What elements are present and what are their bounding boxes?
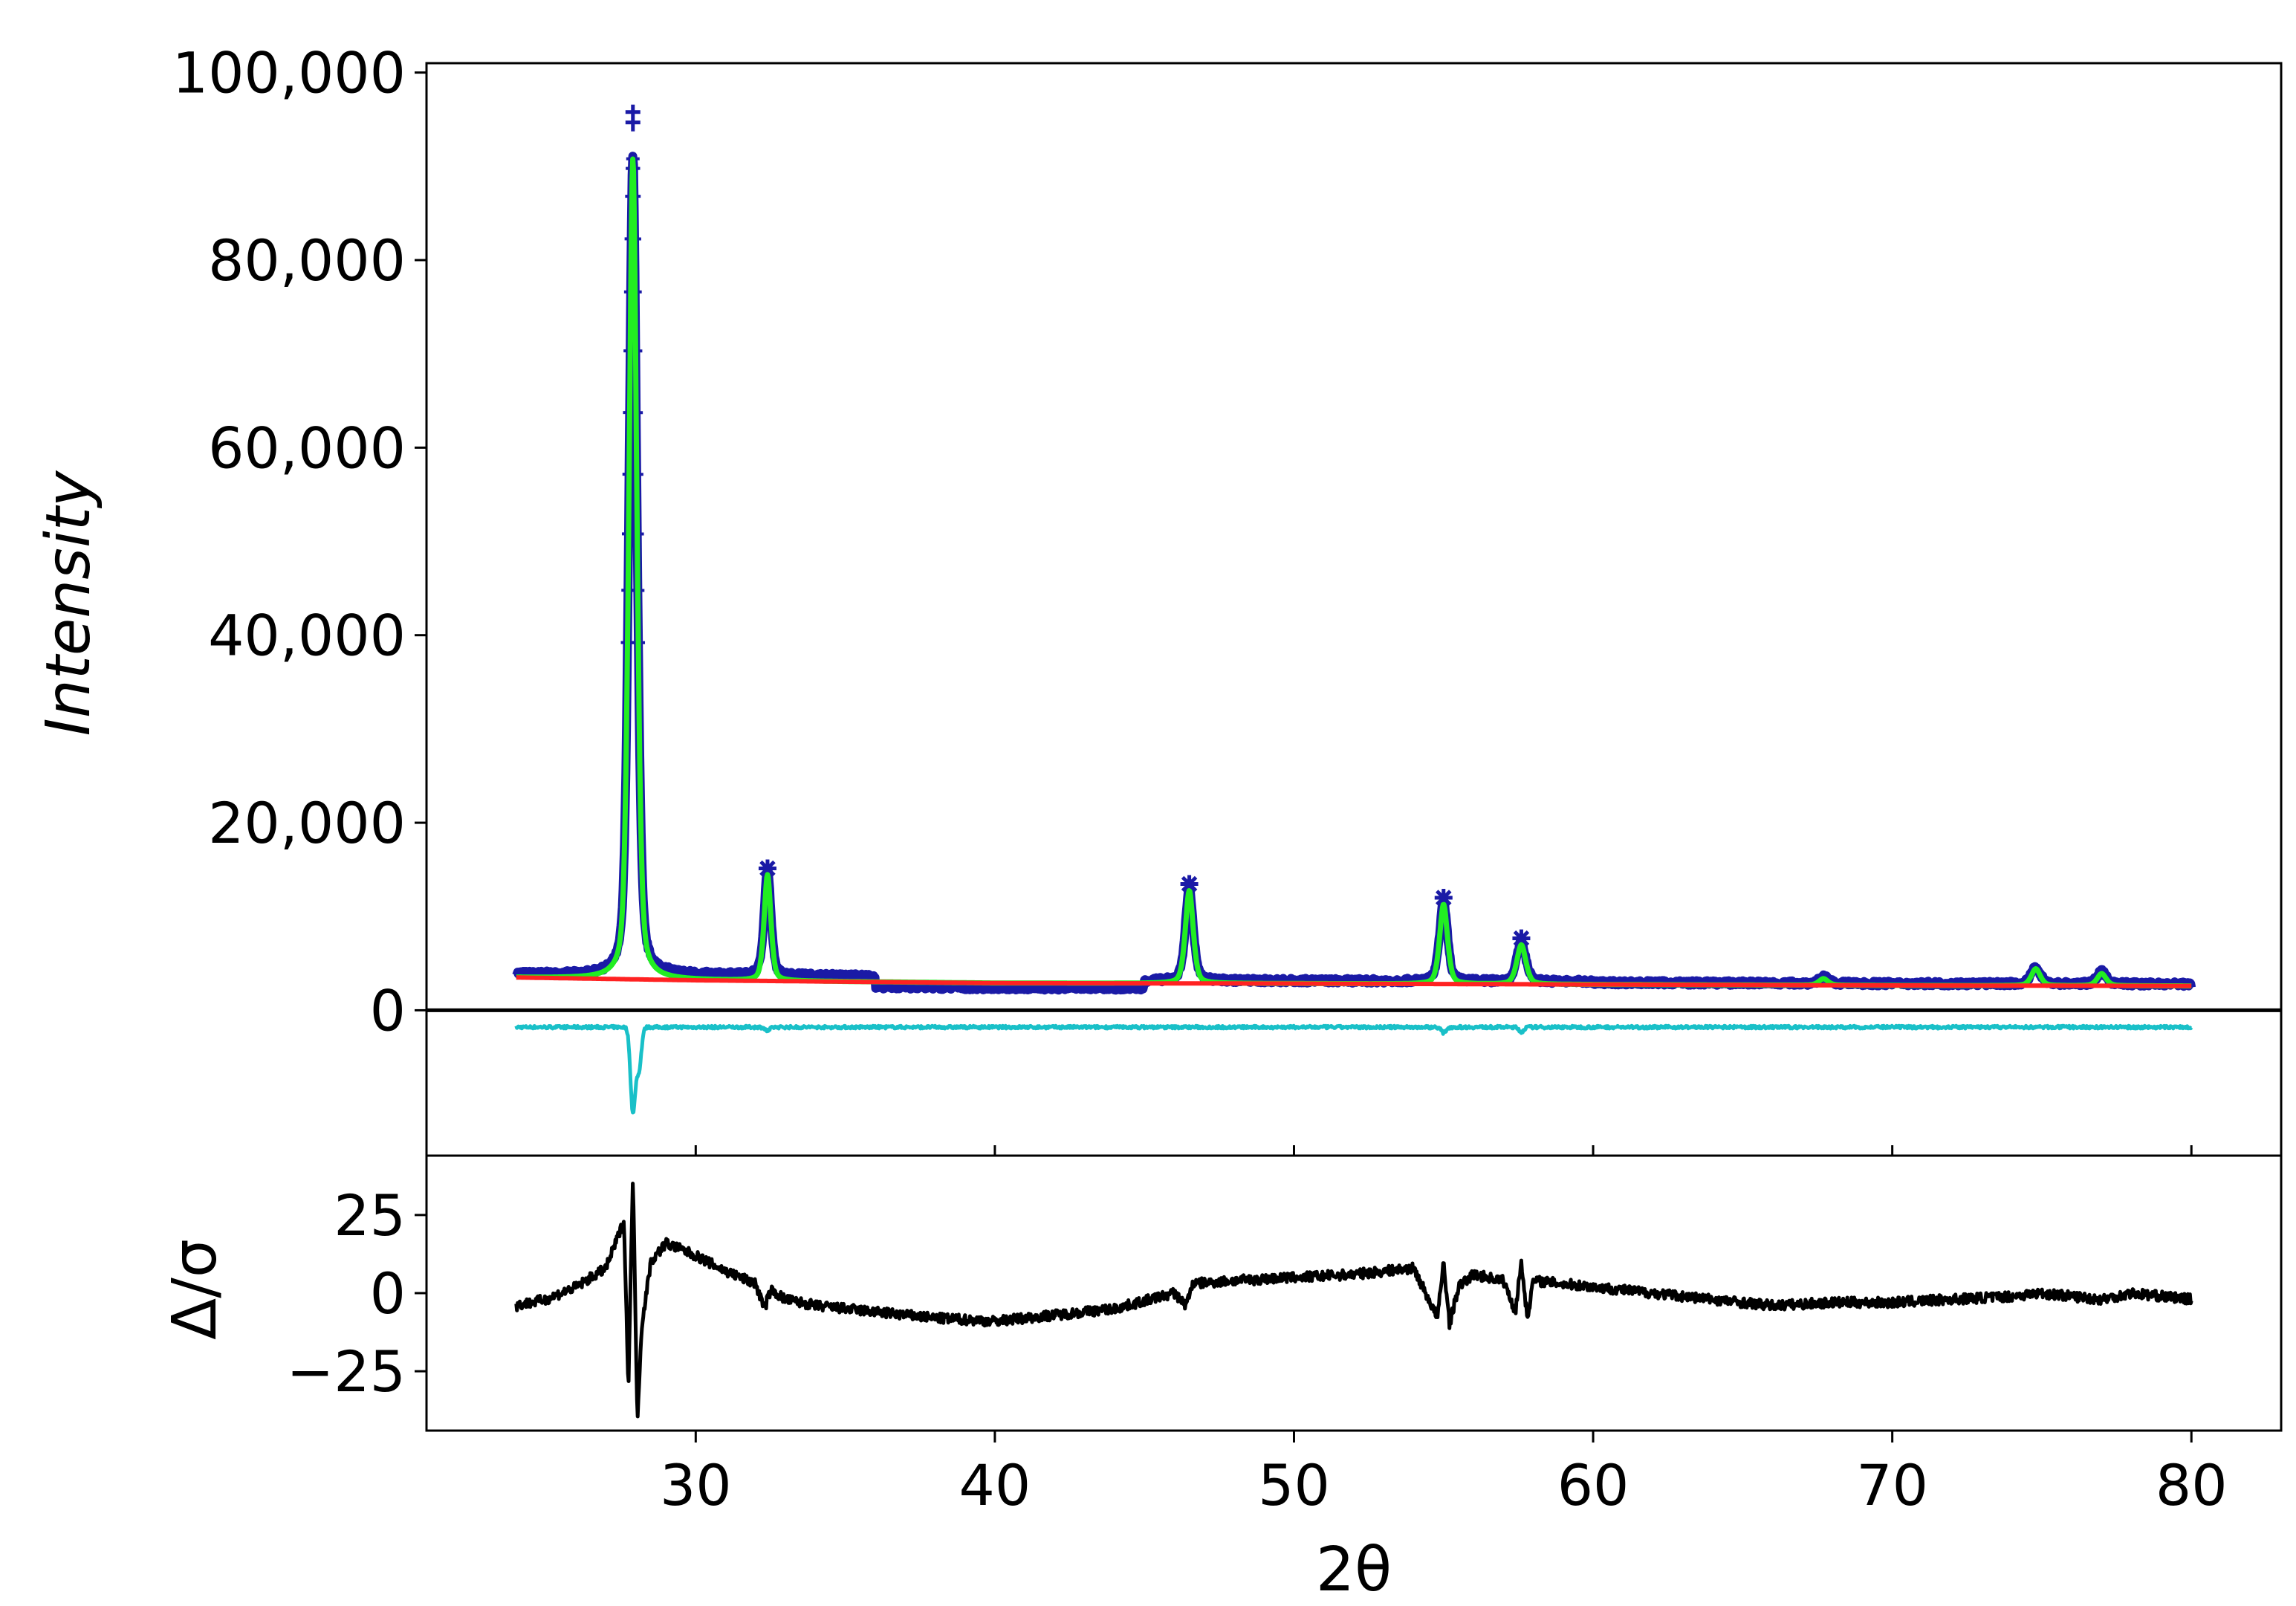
residual-series-group	[514, 1182, 2193, 1419]
top-axes-frame	[425, 62, 2283, 1157]
residual-panel: 25 0 −25 30 40 50 60 70 80	[287, 1154, 2283, 1518]
fit-series-group	[427, 104, 2281, 1115]
y-tick-label-top: 0	[370, 977, 406, 1043]
y-tick-label-top: 80,000	[208, 227, 406, 294]
y-tick-label-top: 60,000	[208, 415, 406, 481]
observed-point-peak	[758, 859, 776, 878]
y-tick-label-bottom: 0	[370, 1260, 406, 1327]
x-tick-label: 50	[1258, 1452, 1330, 1518]
y-tick-label-bottom: −25	[287, 1338, 406, 1405]
x-tick-label: 80	[2156, 1452, 2228, 1518]
bottom-axes-frame	[425, 1154, 2283, 1432]
y-tick-label-top: 20,000	[208, 790, 406, 856]
y-tick-label-top: 40,000	[208, 603, 406, 669]
residual-series	[514, 1182, 2193, 1419]
observed-series	[512, 104, 2196, 995]
x-tick-label: 70	[1856, 1452, 1928, 1518]
x-tick-label: 30	[660, 1452, 732, 1518]
difference-series	[514, 1023, 2193, 1115]
observed-point-peak	[1180, 875, 1199, 893]
y-axis-label-intensity: Intensity	[33, 470, 104, 736]
y-tick-label-bottom: 25	[334, 1182, 406, 1249]
top-axes-group: 0 20,000 40,000 60,000 80,000 100,000	[172, 40, 2283, 1157]
x-axis-label-two-theta: 2θ	[1316, 1535, 1392, 1605]
observed-point-max	[625, 104, 641, 132]
background-series	[516, 975, 2192, 988]
observed-point-peak	[1512, 929, 1531, 948]
bottom-axes-group: 25 0 −25 30 40 50 60 70 80	[287, 1154, 2283, 1518]
x-tick-label: 40	[959, 1452, 1031, 1518]
y-axis-label-delta-sigma: Δ/σ	[160, 1239, 230, 1340]
observed-point-peak	[1434, 889, 1453, 907]
y-tick-label-top: 100,000	[172, 40, 406, 106]
refinement-fit-panel: 0 20,000 40,000 60,000 80,000 100,000	[172, 40, 2283, 1157]
x-tick-label: 60	[1557, 1452, 1629, 1518]
